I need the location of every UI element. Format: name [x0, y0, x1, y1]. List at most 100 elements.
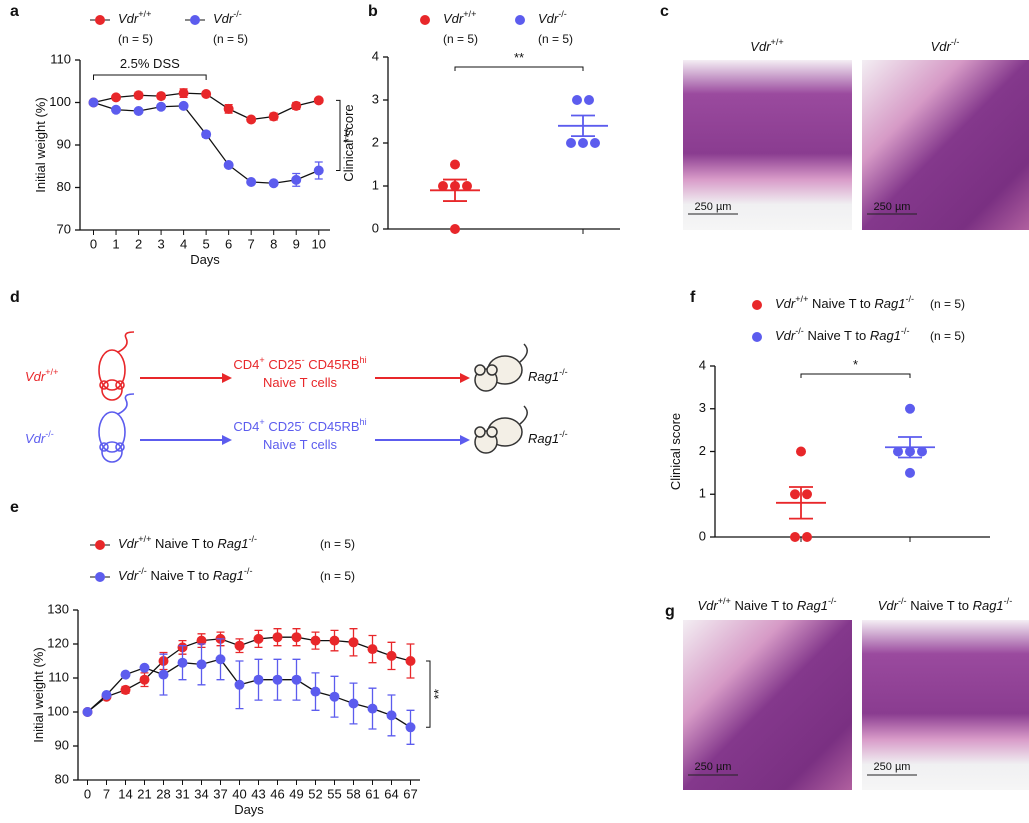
point	[802, 532, 812, 542]
y-tick-label: 90	[57, 136, 71, 151]
x-tick-label: 14	[118, 786, 132, 801]
point	[450, 159, 460, 170]
point	[802, 489, 812, 500]
point	[246, 176, 257, 187]
point	[348, 698, 359, 709]
legend-marker	[95, 540, 105, 550]
significance-bracket	[454, 66, 584, 71]
y-tick-label: 1	[372, 177, 379, 192]
x-tick-label: 6	[225, 236, 232, 251]
x-tick-label: 0	[90, 236, 97, 251]
point	[139, 662, 150, 673]
significance-label: **	[514, 50, 524, 65]
point	[348, 637, 359, 648]
x-tick-label: 0	[84, 786, 91, 801]
arrowhead	[460, 373, 470, 383]
point	[178, 100, 189, 111]
point	[120, 669, 131, 680]
y-tick-label: 90	[55, 737, 69, 752]
cell-label: Naive T cells	[263, 437, 337, 452]
recipient-label: Rag1-/-	[528, 429, 568, 446]
point	[310, 635, 321, 646]
point	[790, 489, 800, 500]
legend-label: Vdr-/- Naive T to Rag1-/-	[775, 326, 910, 343]
point	[133, 90, 144, 101]
point	[201, 89, 212, 99]
x-tick-label: 28	[156, 786, 170, 801]
significance-bracket	[800, 373, 911, 378]
panel-label: a	[10, 3, 19, 20]
point	[268, 111, 279, 122]
point	[178, 88, 189, 99]
point	[917, 446, 927, 457]
point	[272, 632, 283, 643]
point	[223, 159, 234, 170]
point	[905, 467, 915, 478]
y-tick-label: 3	[372, 91, 379, 106]
point	[139, 674, 150, 685]
legend-label: Vdr+/+ Naive T to Rag1-/-	[775, 294, 914, 311]
legend-marker	[420, 15, 430, 25]
point	[196, 635, 207, 646]
y-tick-label: 100	[49, 94, 71, 109]
significance-bracket	[426, 660, 431, 728]
point	[158, 669, 169, 680]
donor-label: Vdr+/+	[25, 367, 58, 384]
point	[223, 103, 234, 114]
y-tick-label: 3	[699, 400, 706, 415]
point	[313, 165, 324, 176]
series-line	[93, 101, 319, 184]
point	[201, 129, 212, 140]
x-tick-label: 67	[403, 786, 417, 801]
legend-n: (n = 5)	[930, 297, 965, 311]
legend-n: (n = 5)	[320, 537, 355, 551]
y-tick-label: 110	[50, 51, 71, 66]
legend-marker	[752, 332, 762, 342]
point	[450, 224, 460, 234]
x-tick-label: 21	[137, 786, 151, 801]
arrowhead	[222, 373, 232, 383]
point	[572, 95, 582, 105]
sem-bar	[571, 114, 595, 138]
significance-label: ***	[341, 128, 356, 143]
x-tick-label: 31	[175, 786, 189, 801]
point	[177, 657, 188, 668]
point	[462, 181, 472, 191]
row: Vdr-/- CD4+ CD25- CD45RBhi Naive T cells…	[25, 393, 568, 463]
panel-label: c	[660, 3, 669, 20]
donor-label: Vdr-/-	[25, 429, 54, 446]
point	[272, 674, 283, 685]
panel-label: d	[10, 289, 20, 306]
point	[111, 104, 122, 115]
point	[438, 181, 448, 191]
y-axis-title: Initial weight (%)	[33, 97, 48, 192]
point	[367, 703, 378, 714]
point	[234, 679, 245, 690]
image-caption: Vdr-/- Naive T to Rag1-/-	[878, 596, 1013, 613]
legend-n: (n = 5)	[930, 329, 965, 343]
legend-n: (n = 5)	[213, 32, 248, 46]
x-tick-label: 40	[232, 786, 246, 801]
point	[253, 633, 264, 644]
point	[310, 686, 321, 697]
x-tick-label: 4	[180, 236, 187, 251]
point	[405, 656, 416, 666]
point	[215, 654, 226, 665]
y-tick-label: 2	[372, 134, 379, 149]
point	[405, 722, 416, 733]
x-tick-label: 1	[112, 236, 119, 251]
point	[291, 100, 302, 111]
point	[111, 92, 122, 103]
histology-image	[683, 60, 852, 230]
point	[291, 174, 302, 185]
y-tick-label: 110	[48, 669, 69, 684]
y-tick-label: 0	[699, 528, 706, 543]
x-tick-label: 10	[312, 236, 326, 251]
histology-image	[862, 60, 1029, 230]
point	[133, 106, 144, 116]
panel-label: e	[10, 499, 19, 516]
sem-bar	[443, 178, 467, 202]
legend-label: Vdr+/+	[443, 9, 476, 26]
row: Vdr+/+ CD4+ CD25- CD45RBhi Naive T cells…	[25, 331, 568, 401]
y-axis-title: Clinical score	[668, 413, 683, 490]
